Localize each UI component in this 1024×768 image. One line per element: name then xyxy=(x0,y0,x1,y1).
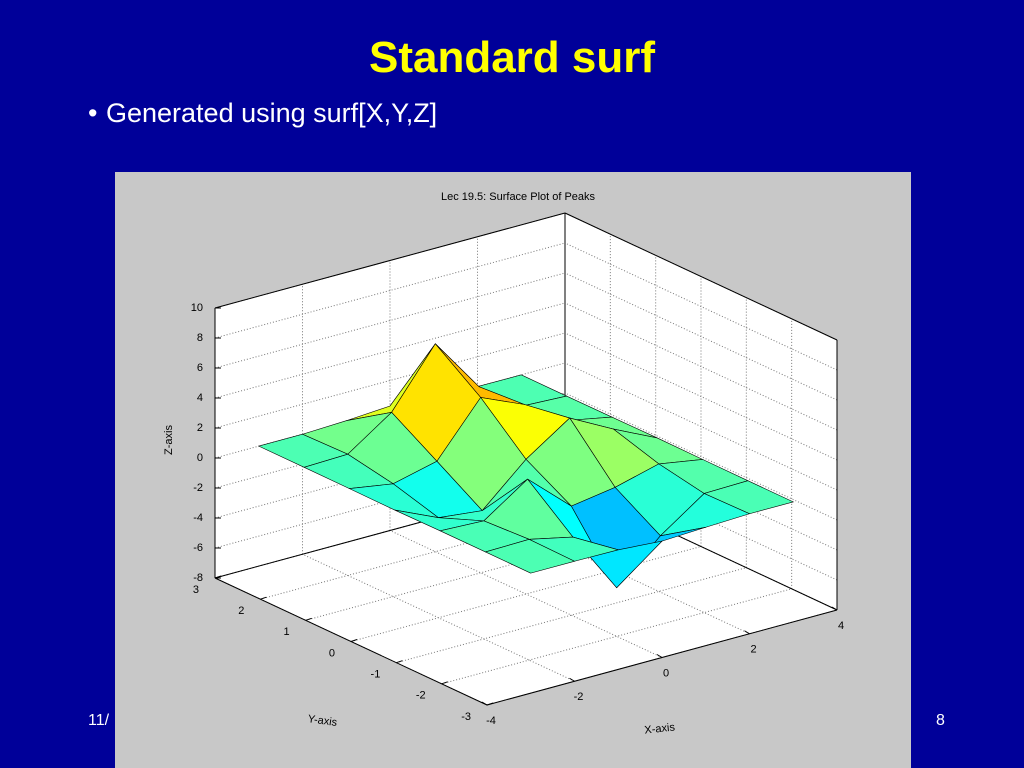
tick-mark xyxy=(214,575,222,579)
z-tick-label: 2 xyxy=(197,422,203,434)
grid-line xyxy=(441,588,792,685)
grid-line xyxy=(214,392,566,489)
footer-date: 11/ xyxy=(88,712,110,729)
grid-line xyxy=(214,242,566,339)
grid-line xyxy=(350,546,702,642)
grid-line xyxy=(564,392,838,521)
tick-mark xyxy=(305,617,312,621)
y-tick-label: -2 xyxy=(416,690,426,702)
z-tick-label: 8 xyxy=(197,332,203,344)
grid-line xyxy=(564,302,838,431)
tick-mark xyxy=(350,639,358,642)
x-tick-label: 2 xyxy=(750,644,756,656)
z-tick-label: -6 xyxy=(193,542,203,554)
x-tick-label: -4 xyxy=(486,715,496,727)
z-tick-label: -2 xyxy=(193,482,203,494)
tick-mark xyxy=(486,702,494,706)
y-tick-label: 0 xyxy=(329,647,335,659)
grid-line xyxy=(389,530,663,658)
tick-mark xyxy=(744,630,750,635)
grid-line xyxy=(305,524,656,621)
y-tick-label: 3 xyxy=(193,584,199,596)
tick-mark xyxy=(831,606,838,611)
page-number: 8 xyxy=(936,712,945,729)
tick-mark xyxy=(396,660,403,664)
tick-mark xyxy=(260,596,267,600)
y-axis-label: Y-axis xyxy=(307,713,338,729)
z-tick-label: -4 xyxy=(193,512,203,524)
x-tick-label: 4 xyxy=(838,620,844,632)
tick-mark xyxy=(481,701,488,706)
tick-mark xyxy=(656,654,663,658)
z-axis-label: Z-axis xyxy=(163,425,175,455)
z-tick-label: -8 xyxy=(193,572,203,584)
grid-line xyxy=(214,422,566,519)
axis-line xyxy=(564,212,838,341)
plot-title: Lec 19.5: Surface Plot of Peaks xyxy=(441,191,596,203)
grid-line xyxy=(396,567,747,664)
x-tick-label: -2 xyxy=(574,691,584,703)
axis-line xyxy=(214,212,566,309)
grid-line xyxy=(260,503,611,600)
y-tick-label: 1 xyxy=(284,626,290,638)
z-tick-label: 10 xyxy=(191,302,203,314)
slide-title: Standard surf xyxy=(369,33,655,82)
bullet-marker: • xyxy=(88,98,97,128)
z-tick-label: 6 xyxy=(197,362,203,374)
grid-line xyxy=(564,362,838,491)
z-tick-label: 0 xyxy=(197,452,203,464)
tick-mark xyxy=(569,677,575,682)
grid-line xyxy=(214,452,566,549)
y-tick-label: -1 xyxy=(371,669,381,681)
plot-area: -8 -6 -4 -2 0 2 4 6 8 10 -4 -2 0 2 4 -3 -2 -1 0 1 2 3 xyxy=(191,212,844,727)
grid-line xyxy=(564,272,838,401)
grid-line xyxy=(564,332,838,461)
grid-line xyxy=(214,332,566,429)
surface-facet xyxy=(484,539,576,574)
x-axis-label: X-axis xyxy=(644,721,676,736)
grid-line xyxy=(564,242,838,371)
bullet-text: Generated using surf[X,Y,Z] xyxy=(106,98,437,128)
y-tick-label: 2 xyxy=(238,605,244,617)
grid-line xyxy=(214,272,566,369)
tick-mark xyxy=(441,681,448,685)
z-tick-label: 4 xyxy=(197,392,203,404)
grid-line xyxy=(214,302,566,399)
x-tick-label: 0 xyxy=(663,667,669,679)
y-tick-label: -3 xyxy=(461,711,471,723)
